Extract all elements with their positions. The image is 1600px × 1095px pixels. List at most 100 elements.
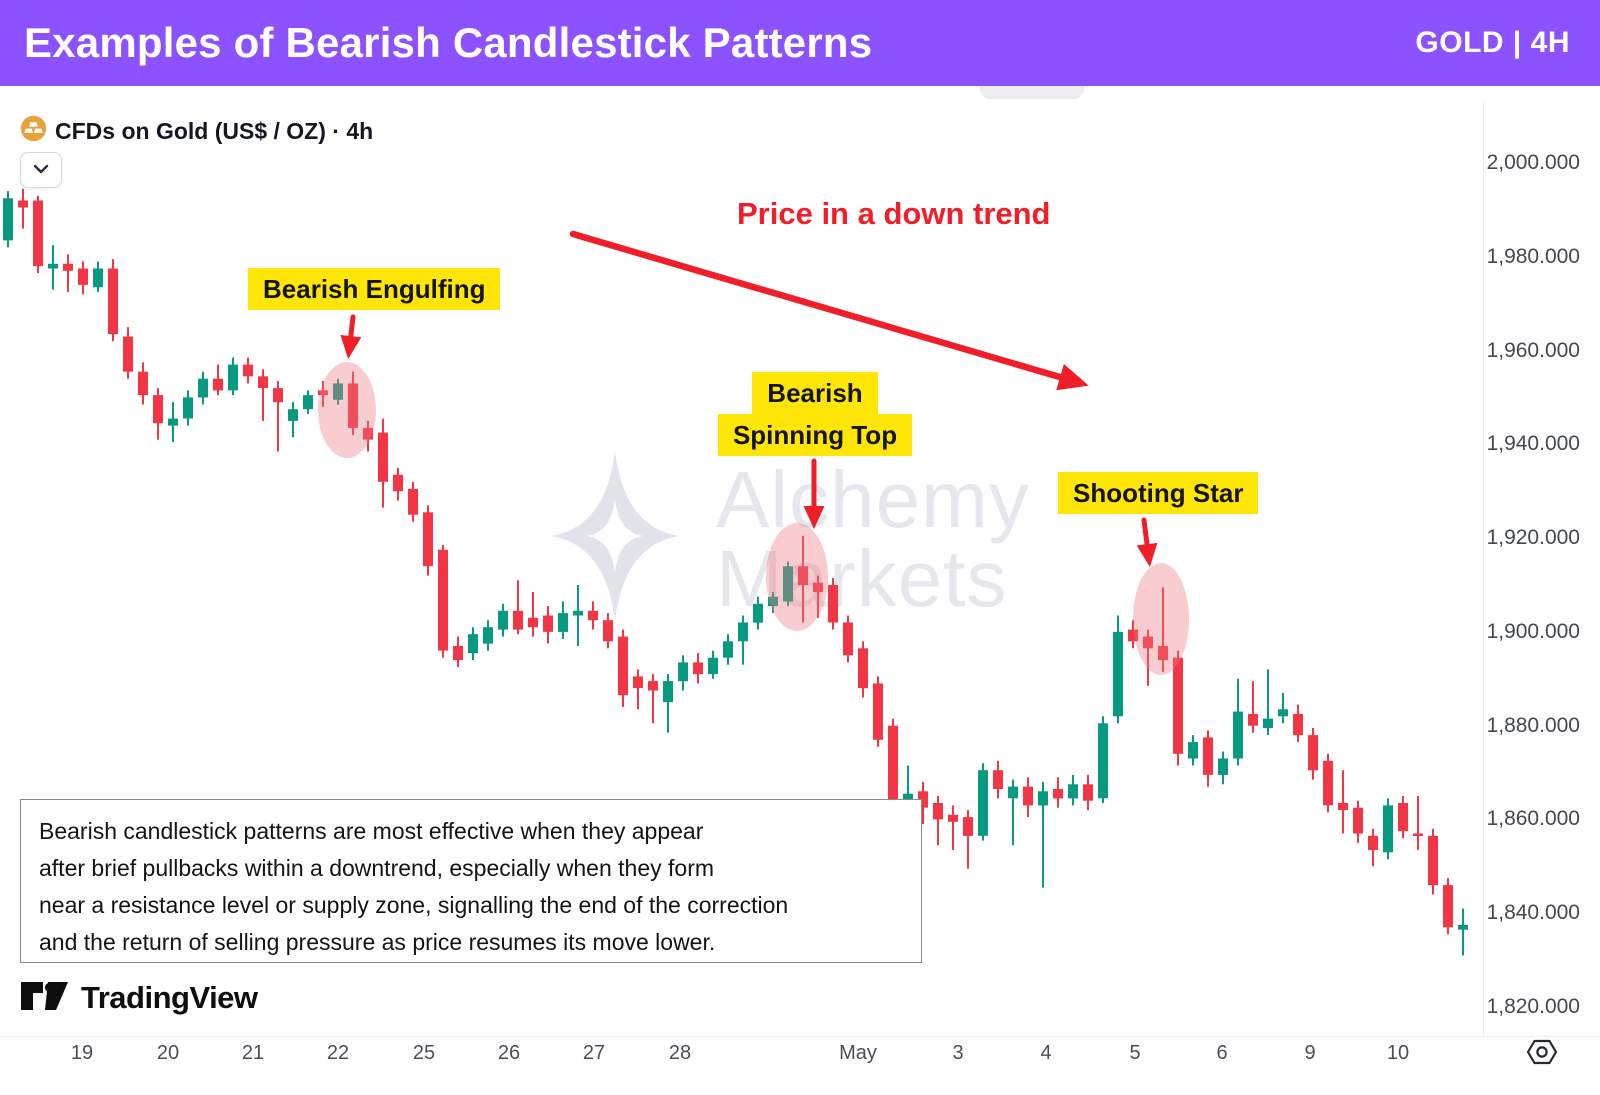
- price-axis-label: 1,980.000: [1486, 244, 1580, 268]
- candle: [1338, 770, 1348, 834]
- candle: [1218, 751, 1228, 785]
- tradingview-logo-text: TradingView: [81, 980, 258, 1015]
- tradingview-logo[interactable]: TradingView: [20, 980, 258, 1016]
- candle: [348, 371, 358, 435]
- header-bar: Examples of Bearish Candlestick Patterns…: [0, 0, 1600, 86]
- price-axis-label: 1,900.000: [1486, 619, 1580, 643]
- candle: [1128, 620, 1138, 649]
- candle: [1068, 774, 1078, 806]
- candle: [678, 655, 688, 691]
- symbol-name[interactable]: CFDs on Gold (US$ / OZ) · 4h: [55, 117, 374, 144]
- candle: [18, 188, 28, 229]
- note-line: and the return of selling pressure as pr…: [39, 929, 716, 955]
- candle: [1443, 878, 1453, 935]
- time-axis-label: May: [839, 1042, 877, 1064]
- candle: [873, 676, 883, 747]
- candle: [1233, 678, 1243, 766]
- alchemy-markets-watermark: Alchemy Markets: [548, 448, 1030, 629]
- candle: [1398, 796, 1408, 839]
- candle: [1158, 587, 1168, 672]
- candle: [78, 261, 88, 295]
- candle: [1203, 730, 1213, 787]
- candle: [1248, 681, 1258, 733]
- candle: [768, 592, 778, 614]
- candle: [1113, 615, 1123, 724]
- candle: [573, 585, 583, 646]
- spinning-top-label-line1: Bearish: [752, 372, 878, 414]
- candle: [648, 674, 658, 724]
- candle: [1008, 779, 1018, 846]
- pointer-arrow-2: [1136, 517, 1158, 567]
- candle: [738, 615, 748, 665]
- candle: [318, 381, 328, 407]
- time-axis-label: 3: [952, 1042, 964, 1064]
- candle: [408, 481, 418, 522]
- price-axis[interactable]: 2,000.000 1,980.000 1,960.000 1,940.000 1,92…: [1482, 100, 1600, 1036]
- time-axis-label: 21: [241, 1042, 265, 1064]
- candle: [123, 327, 133, 379]
- page-title: Examples of Bearish Candlestick Patterns: [24, 19, 873, 66]
- candle: [813, 575, 823, 618]
- candle: [1353, 800, 1363, 843]
- time-axis-label: 19: [70, 1042, 94, 1064]
- candle: [1053, 777, 1063, 808]
- candle: [753, 596, 763, 630]
- trend-annotation-text: Price in a down trend: [737, 196, 1051, 231]
- gold-coin-icon: [20, 115, 47, 147]
- watermark-line1: Alchemy: [716, 454, 1030, 544]
- candle: [33, 195, 43, 274]
- pointer-arrow-0: [340, 314, 362, 359]
- candle: [858, 641, 868, 698]
- price-axis-label: 1,820.000: [1486, 995, 1580, 1019]
- price-axis-label: 1,840.000: [1486, 901, 1580, 925]
- alchemy-diamond-icon: [548, 448, 682, 629]
- price-axis-label: 1,880.000: [1486, 713, 1580, 737]
- candle: [273, 381, 283, 452]
- bearish-engulfing-label-text: Bearish Engulfing: [248, 268, 501, 310]
- candle: [948, 805, 958, 850]
- price-axis-label: 1,860.000: [1486, 807, 1580, 831]
- note-line: Bearish candlestick patterns are most ef…: [39, 818, 704, 844]
- candle: [933, 796, 943, 846]
- candle: [993, 760, 1003, 799]
- candle: [228, 357, 238, 396]
- note-line: after brief pullbacks within a downtrend…: [39, 855, 715, 881]
- bearish-engulfing-label: Bearish Engulfing: [248, 268, 501, 310]
- candle: [1173, 650, 1183, 766]
- candle: [783, 561, 793, 607]
- candle: [138, 362, 148, 405]
- tradingview-mark-icon: [20, 981, 70, 1016]
- price-axis-label: 1,940.000: [1486, 432, 1580, 456]
- candle: [1413, 796, 1423, 850]
- candle: [663, 674, 673, 733]
- candle: [423, 505, 433, 576]
- candle: [1098, 716, 1108, 803]
- candle: [1263, 669, 1273, 736]
- candle: [543, 606, 553, 644]
- candle: [588, 601, 598, 630]
- candle: [528, 592, 538, 637]
- note-line: near a resistance level or supply zone, …: [39, 892, 789, 918]
- candle: [468, 627, 478, 660]
- candle: [258, 369, 268, 421]
- time-axis[interactable]: 19 20 21 22 25 26 27 28 May 3 4 5 6 9 10: [0, 1036, 1600, 1095]
- time-axis-label: 4: [1040, 1042, 1052, 1064]
- time-axis-label: 27: [582, 1042, 606, 1064]
- candle: [333, 378, 343, 405]
- candle: [1083, 774, 1093, 811]
- candle: [603, 613, 613, 649]
- candle: [483, 620, 493, 651]
- candle: [1383, 798, 1393, 860]
- hexagon-icon: [1524, 1036, 1560, 1073]
- hexagon-settings-button[interactable]: [1522, 1036, 1562, 1072]
- time-axis-divider: [0, 1036, 1600, 1037]
- candle: [453, 636, 463, 668]
- candle: [198, 371, 208, 405]
- chart-dropdown-button[interactable]: [20, 152, 62, 188]
- candle: [303, 390, 313, 414]
- candle: [1143, 629, 1153, 686]
- price-axis-label: 1,960.000: [1486, 338, 1580, 362]
- candle: [978, 763, 988, 841]
- candle: [288, 402, 298, 438]
- candle: [1188, 735, 1198, 766]
